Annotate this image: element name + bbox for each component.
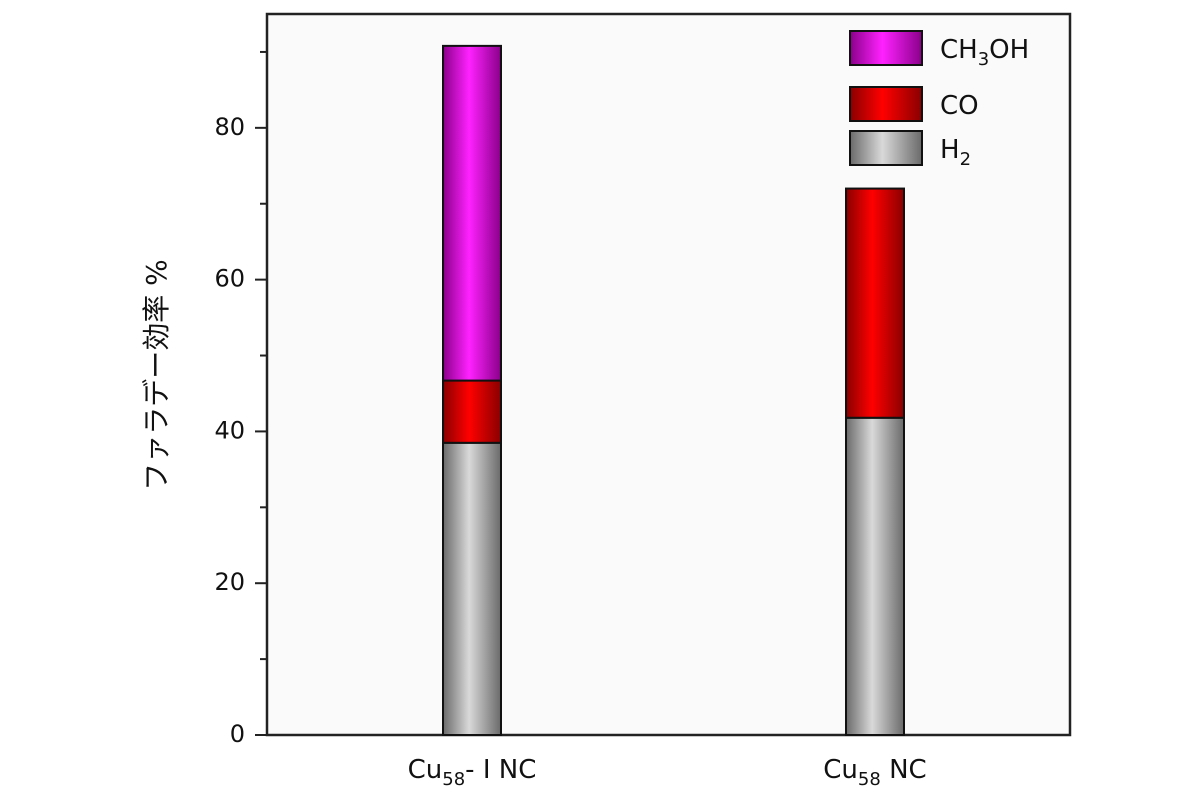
y-tick-label: 0 <box>230 720 245 748</box>
plot-area <box>265 12 1072 737</box>
legend-swatch-ch3oh <box>849 30 923 66</box>
bar-segment-h2 <box>442 441 502 736</box>
bar-segment-h2 <box>845 416 905 736</box>
y-axis: 0 20 40 60 80 <box>214 50 267 748</box>
y-tick-label: 60 <box>214 265 245 293</box>
legend-label-ch3oh: CH3OH <box>940 35 1029 70</box>
y-tick-label: 20 <box>214 568 245 596</box>
x-category-label: Cu58 NC <box>823 755 926 790</box>
legend-label-h2: H2 <box>940 135 971 170</box>
bars-group <box>442 44 905 736</box>
bar-segment-ch3oh <box>442 44 502 382</box>
bar-segment-co <box>845 187 905 419</box>
x-axis-labels: Cu58- Ⅰ NC Cu58 NC <box>408 755 927 790</box>
bar-segment-co <box>442 379 502 444</box>
y-tick-label: 80 <box>214 113 245 141</box>
legend: CH3OH CO H2 <box>849 30 1029 170</box>
y-tick-label: 40 <box>214 416 245 444</box>
y-axis-title: ファラデー効率 % <box>140 259 173 491</box>
legend-swatch-co <box>849 86 923 122</box>
x-category-label: Cu58- Ⅰ NC <box>408 755 537 790</box>
legend-label-co: CO <box>940 91 979 121</box>
legend-swatch-h2 <box>849 130 923 166</box>
